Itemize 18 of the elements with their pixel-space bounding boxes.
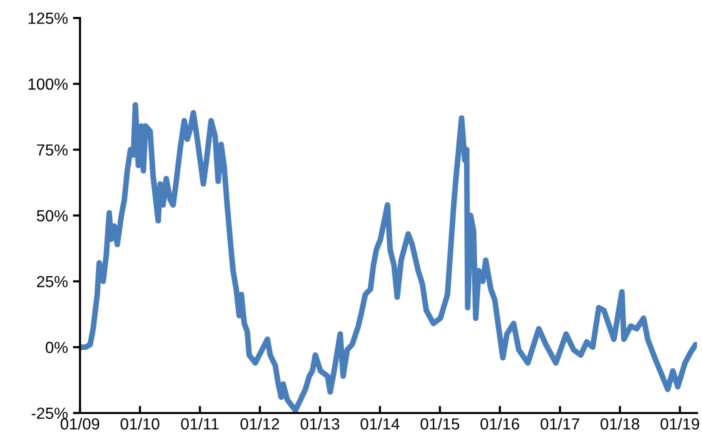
y-tick-label: 125% <box>28 12 68 24</box>
x-tick-label: 01/11 <box>181 418 219 430</box>
x-tick-label: 01/19 <box>660 418 700 430</box>
x-tick-label: 01/14 <box>360 418 400 430</box>
y-tick-label: -25% <box>32 408 68 419</box>
y-tick-label: 50% <box>36 210 68 222</box>
x-tick-label: 01/13 <box>300 418 340 430</box>
x-tick-label: 01/15 <box>420 418 460 430</box>
y-tick-label: 25% <box>37 276 68 288</box>
x-tick-label: 01/16 <box>480 418 520 430</box>
x-tick-label: 01/17 <box>540 418 580 430</box>
y-tick-label: 0% <box>46 342 68 354</box>
x-tick-label: 01/12 <box>240 418 280 430</box>
y-tick-label: 75% <box>37 144 68 156</box>
x-tick-label: 01/10 <box>120 418 160 430</box>
x-tick-label: 01/18 <box>600 418 640 430</box>
y-tick-label: 100% <box>28 78 68 90</box>
x-tick-label: 01/09 <box>60 418 100 430</box>
